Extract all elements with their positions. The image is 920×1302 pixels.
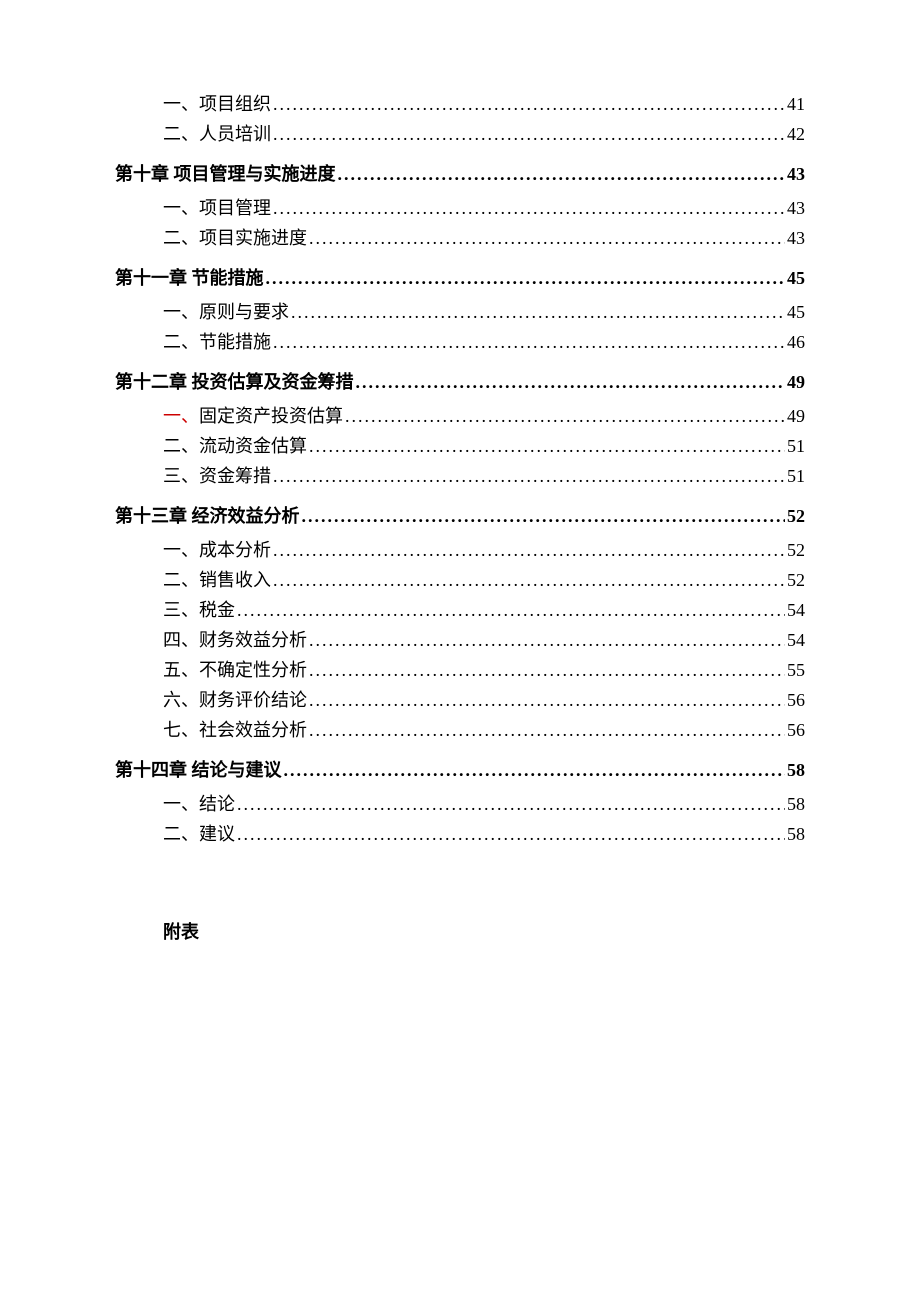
toc-entry: 一、项目组织 .................................… [115,90,805,116]
toc-leader: ........................................… [273,124,785,145]
toc-page-number: 41 [787,94,805,115]
toc-chapter-label: 第十章 项目管理与实施进度 [115,160,336,186]
toc-section-label: 二、项目实施进度 [163,224,307,250]
toc-leader: ........................................… [309,690,785,711]
toc-leader: ........................................… [237,794,785,815]
toc-section-label: 四、财务效益分析 [163,626,307,652]
toc-page-number: 43 [787,228,805,249]
toc-entry: 一、固定资产投资估算 .............................… [115,402,805,428]
toc-page-number: 43 [787,198,805,219]
toc-entry: 第十四章 结论与建议 .............................… [115,756,805,782]
toc-leader: ........................................… [237,824,785,845]
toc-page-number: 52 [787,570,805,591]
toc-leader: ........................................… [237,600,785,621]
toc-section-label: 一、项目组织 [163,90,271,116]
toc-page-number: 54 [787,630,805,651]
toc-entry: 第十二章 投资估算及资金筹措 .........................… [115,368,805,394]
toc-page-number: 52 [787,540,805,561]
toc-entry: 二、节能措施 .................................… [115,328,805,354]
toc-leader: ........................................… [309,720,785,741]
toc-leader: ........................................… [273,332,785,353]
toc-section-label: 二、流动资金估算 [163,432,307,458]
toc-page-number: 51 [787,436,805,457]
toc-entry: 一、成本分析 .................................… [115,536,805,562]
appendix-heading: 附表 [115,918,805,944]
toc-entry: 三、税金 ...................................… [115,596,805,622]
toc-section-label: 三、资金筹措 [163,462,271,488]
toc-entry: 五、不确定性分析 ...............................… [115,656,805,682]
toc-section-label: 六、财务评价结论 [163,686,307,712]
toc-page-number: 54 [787,600,805,621]
toc-leader: ........................................… [345,406,785,427]
toc-entry: 一、项目管理 .................................… [115,194,805,220]
toc-chapter-label: 第十二章 投资估算及资金筹措 [115,368,354,394]
toc-leader: ........................................… [309,660,785,681]
toc-entry: 二、流动资金估算 ...............................… [115,432,805,458]
toc-section-label: 五、不确定性分析 [163,656,307,682]
toc-leader: ........................................… [273,540,785,561]
toc-section-label: 七、社会效益分析 [163,716,307,742]
toc-page-number: 56 [787,690,805,711]
toc-section-label: 一、原则与要求 [163,298,289,324]
toc-section-label: 二、节能措施 [163,328,271,354]
toc-leader: ........................................… [284,760,786,781]
toc-page-number: 45 [787,302,805,323]
toc-page-number: 45 [787,268,805,289]
toc-entry: 七、社会效益分析 ...............................… [115,716,805,742]
toc-page-number: 55 [787,660,805,681]
toc-chapter-label: 第十一章 节能措施 [115,264,264,290]
toc-section-text: 固定资产投资估算 [199,406,343,426]
toc-leader: ........................................… [309,228,785,249]
toc-section-label: 二、建议 [163,820,235,846]
toc-entry: 二、销售收入 .................................… [115,566,805,592]
toc-section-label: 一、成本分析 [163,536,271,562]
toc-leader: ........................................… [291,302,785,323]
toc-page-number: 49 [787,406,805,427]
toc-entry: 二、建议 ...................................… [115,820,805,846]
toc-section-label: 三、税金 [163,596,235,622]
toc-section-label: 二、人员培训 [163,120,271,146]
toc-entry: 二、项目实施进度 ...............................… [115,224,805,250]
toc-page-number: 49 [787,372,805,393]
toc-section-label: 二、销售收入 [163,566,271,592]
toc-leader: ........................................… [273,570,785,591]
toc-page-number: 58 [787,794,805,815]
toc-entry: 一、原则与要求 ................................… [115,298,805,324]
toc-leader: ........................................… [273,466,785,487]
toc-section-label: 一、固定资产投资估算 [163,402,343,428]
toc-entry: 四、财务效益分析 ...............................… [115,626,805,652]
toc-page-number: 51 [787,466,805,487]
toc-page-number: 56 [787,720,805,741]
toc-page-number: 52 [787,506,805,527]
toc-page-number: 58 [787,760,805,781]
toc-leader: ........................................… [266,268,786,289]
table-of-contents: 一、项目组织 .................................… [115,90,805,846]
toc-entry: 二、人员培训 .................................… [115,120,805,146]
toc-page-number: 43 [787,164,805,185]
toc-entry: 第十章 项目管理与实施进度 ..........................… [115,160,805,186]
appendix-label: 附表 [163,922,199,942]
toc-leader: ........................................… [273,94,785,115]
toc-chapter-label: 第十三章 经济效益分析 [115,502,300,528]
toc-entry: 六、财务评价结论 ...............................… [115,686,805,712]
toc-page-number: 42 [787,124,805,145]
toc-page-number: 58 [787,824,805,845]
toc-leader: ........................................… [338,164,786,185]
toc-page-number: 46 [787,332,805,353]
toc-entry: 第十一章 节能措施 ..............................… [115,264,805,290]
toc-leader: ........................................… [356,372,786,393]
toc-leader: ........................................… [302,506,786,527]
toc-entry: 一、结论 ...................................… [115,790,805,816]
toc-leader: ........................................… [273,198,785,219]
toc-leader: ........................................… [309,630,785,651]
toc-chapter-label: 第十四章 结论与建议 [115,756,282,782]
toc-section-label: 一、结论 [163,790,235,816]
toc-section-marker: 一、 [163,406,199,426]
toc-entry: 第十三章 经济效益分析 ............................… [115,502,805,528]
toc-leader: ........................................… [309,436,785,457]
toc-entry: 三、资金筹措 .................................… [115,462,805,488]
toc-section-label: 一、项目管理 [163,194,271,220]
